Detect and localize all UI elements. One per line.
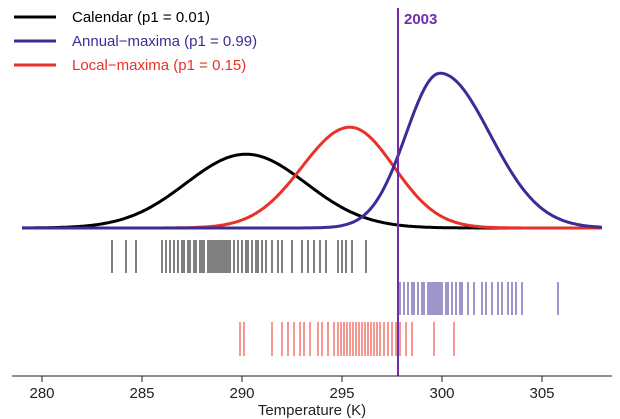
x-tick-label-285: 285 xyxy=(129,385,154,402)
x-tick-label-290: 290 xyxy=(229,385,254,402)
legend-label-0: Calendar (p1 = 0.01) xyxy=(72,9,210,26)
legend-label-1: Annual−maxima (p1 = 0.99) xyxy=(72,33,257,50)
density-curve-0 xyxy=(22,152,602,230)
x-tick-label-305: 305 xyxy=(529,385,554,402)
event-2003-label: 2003 xyxy=(404,11,437,28)
x-tick-label-300: 300 xyxy=(429,385,454,402)
legend: Calendar (p1 = 0.01) Annual−maxima (p1 = … xyxy=(14,9,257,74)
x-tick-label-295: 295 xyxy=(329,385,354,402)
legend-label-2: Local−maxima (p1 = 0.15) xyxy=(72,57,246,74)
density-curves xyxy=(22,71,603,230)
rug-layer xyxy=(111,240,559,356)
x-axis-label: Temperature (K) xyxy=(258,402,366,419)
x-axis: 280 285 290 295 300 305 xyxy=(12,375,612,402)
x-tick-label-280: 280 xyxy=(29,385,54,402)
density-curve-1 xyxy=(22,71,603,230)
